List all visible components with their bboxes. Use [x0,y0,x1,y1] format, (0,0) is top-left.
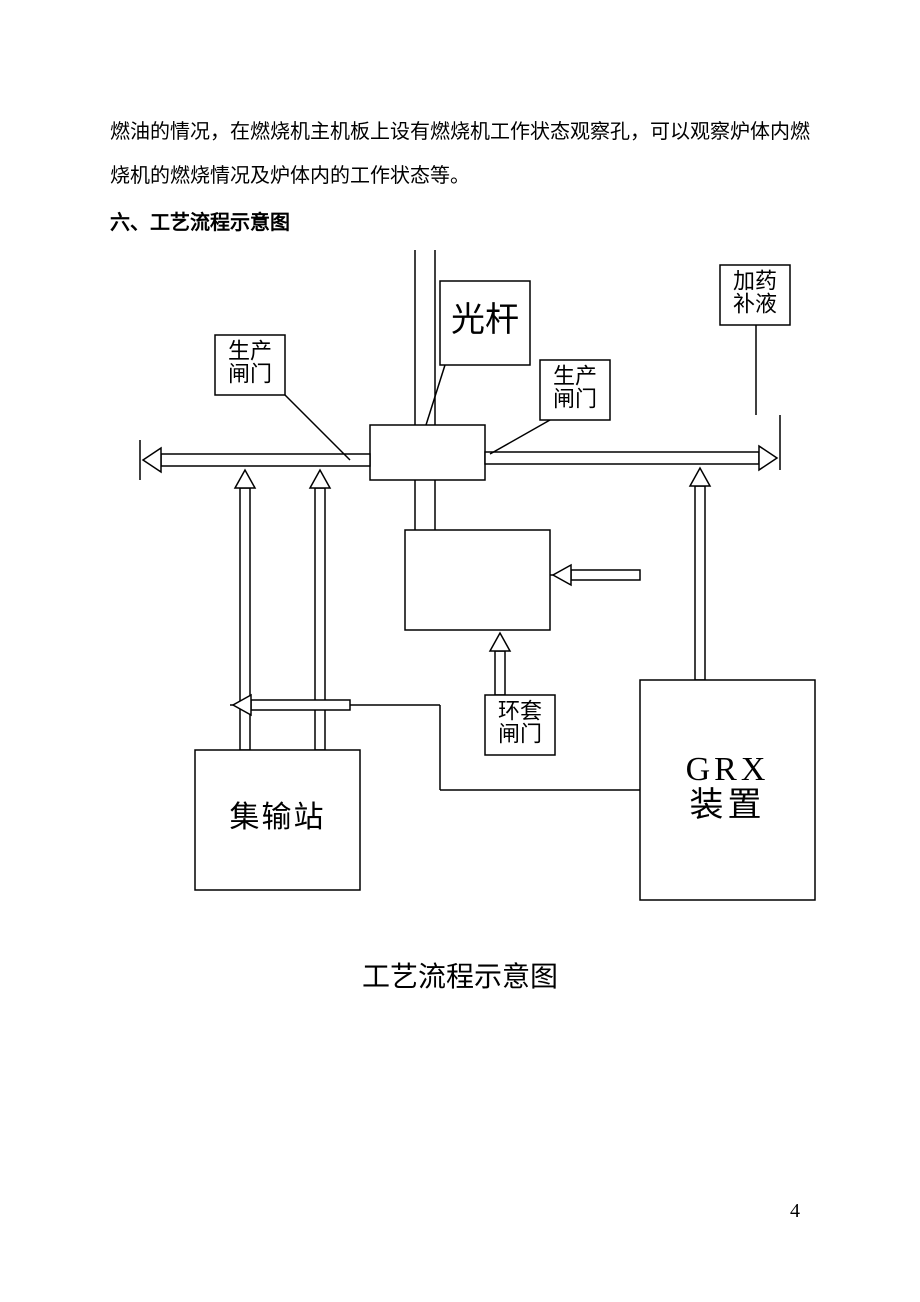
page-number: 4 [790,1200,800,1223]
svg-text:生产闸门: 生产闸门 [228,338,272,386]
diagram-caption: 工艺流程示意图 [0,955,920,995]
process-flow-diagram: 生产闸门光杆生产闸门加药补液环套闸门集输站GRX装置 [0,0,920,1302]
svg-text:加药补液: 加药补液 [733,268,777,316]
svg-text:环套闸门: 环套闸门 [498,698,542,746]
svg-text:光杆: 光杆 [451,301,519,339]
svg-text:集输站: 集输站 [230,801,326,834]
svg-text:GRX装置: GRX装置 [686,751,770,824]
svg-text:生产闸门: 生产闸门 [553,363,597,411]
